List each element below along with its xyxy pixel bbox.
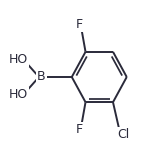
- Text: F: F: [76, 18, 83, 31]
- Text: F: F: [76, 123, 83, 136]
- Text: HO: HO: [9, 53, 28, 66]
- Text: Cl: Cl: [117, 128, 129, 142]
- Text: HO: HO: [9, 88, 28, 101]
- Text: B: B: [37, 71, 46, 83]
